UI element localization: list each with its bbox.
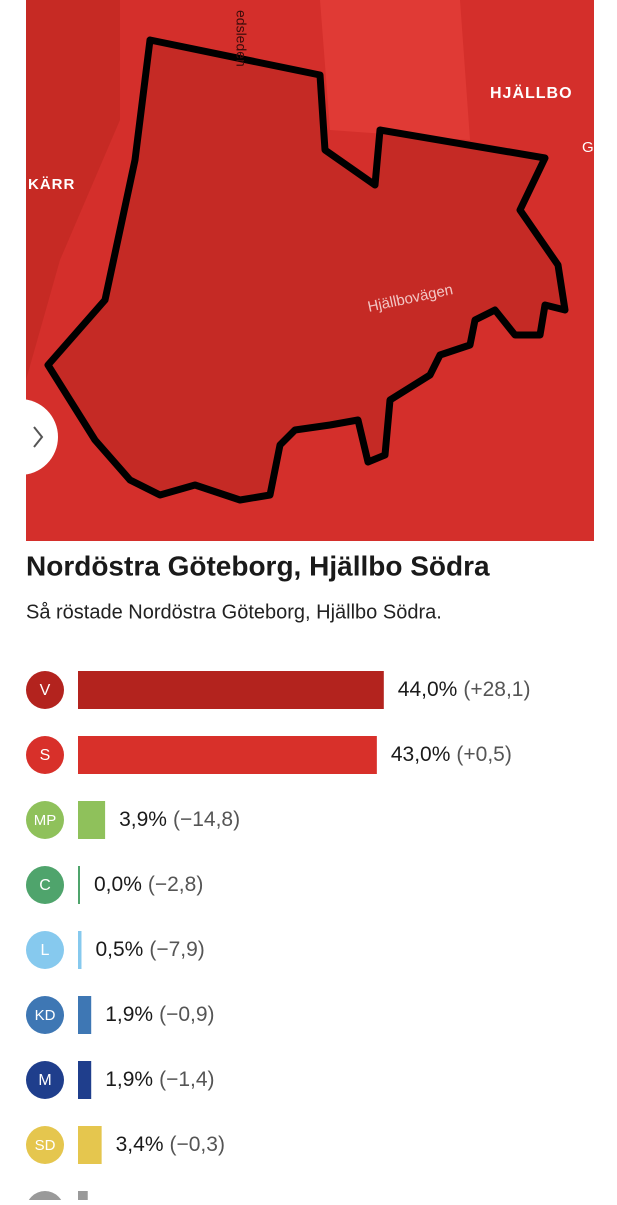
- change: (+28,1): [463, 678, 530, 701]
- party-badge: [26, 1191, 64, 1205]
- party-badge: [26, 801, 64, 839]
- change: (−14,8): [173, 808, 240, 831]
- change: (−1,4): [159, 1068, 214, 1091]
- percent: 43,0%: [391, 743, 451, 766]
- percent: 3,9%: [119, 808, 167, 831]
- percent: 0,0%: [94, 873, 142, 896]
- district-border: [44, 36, 569, 504]
- percent: 1,9%: [105, 1068, 153, 1091]
- change: (−7,9): [149, 938, 204, 961]
- bar: [78, 671, 384, 709]
- party-badge: [26, 996, 64, 1034]
- bar: [78, 866, 80, 904]
- map-label: KÄRR: [28, 176, 75, 193]
- arrow-icon: [33, 426, 44, 448]
- value-label: 0,0% (−2,8): [94, 873, 203, 896]
- bar: [78, 931, 82, 969]
- party-abbr: SD: [35, 1137, 56, 1154]
- change: (−0,9): [159, 1003, 214, 1026]
- previous-button[interactable]: [0, 399, 58, 475]
- bar: [78, 736, 377, 774]
- party-abbr: MP: [34, 812, 57, 829]
- change: (−2,8): [148, 873, 203, 896]
- value-label: 0,5% (−7,9): [95, 938, 204, 961]
- percent: 3,4%: [116, 1133, 164, 1156]
- bar: [78, 801, 106, 839]
- value-label: 3,4% (−0,3): [116, 1133, 225, 1156]
- party-badge: [26, 866, 64, 904]
- party-badge: [26, 931, 64, 969]
- value-label: 1,9% (−1,4): [105, 1068, 214, 1091]
- map-area: [320, 0, 470, 140]
- percent: 0,5%: [95, 938, 143, 961]
- change: (+0,5): [456, 743, 511, 766]
- title: Nordöstra Göteborg, Hjällbo Södra: [26, 550, 490, 581]
- bar: [78, 1061, 92, 1099]
- map-label: HJÄLLBO: [490, 84, 573, 102]
- bar: [78, 1126, 102, 1164]
- party-abbr: S: [40, 747, 51, 764]
- map-area: [26, 0, 120, 380]
- bar: [78, 996, 92, 1034]
- road-label: edsleden: [233, 10, 249, 67]
- party-badge: [26, 736, 64, 774]
- party-abbr: C: [39, 877, 51, 894]
- party-abbr: KD: [35, 1007, 56, 1024]
- value-label: 44,0% (+28,1): [398, 678, 531, 701]
- percent: 44,0%: [398, 678, 458, 701]
- value-label: 3,9% (−14,8): [119, 808, 240, 831]
- map-label: G: [582, 139, 594, 156]
- party-abbr: V: [40, 682, 51, 699]
- party-abbr: L: [41, 942, 50, 959]
- party-abbr: M: [38, 1072, 51, 1089]
- value-label: 1,9% (−0,9): [105, 1003, 214, 1026]
- subtitle: Så röstade Nordöstra Göteborg, Hjällbo S…: [26, 601, 442, 623]
- value-label: 43,0% (+0,5): [391, 743, 512, 766]
- map: KÄRR HJÄLLBO Hjällbovägen edsleden G: [0, 0, 594, 541]
- bar: [78, 1191, 88, 1205]
- change: (−0,3): [170, 1133, 225, 1156]
- percent: 1,9%: [105, 1003, 153, 1026]
- party-badge: [26, 1061, 64, 1099]
- party-badge: [26, 671, 64, 709]
- party-badge: [26, 1126, 64, 1164]
